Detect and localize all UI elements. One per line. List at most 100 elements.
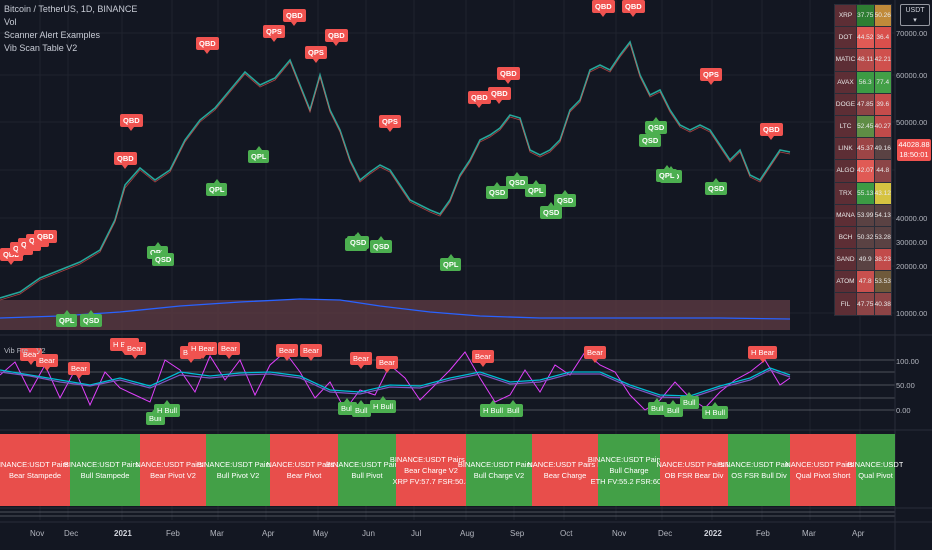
scan-value-2: 38.23 <box>873 248 892 272</box>
scanner-bar-line: BINANCE:USDT <box>847 460 904 469</box>
scanner-bar-line: XRP FV:57.7 FSR:50.3 <box>392 476 470 486</box>
scan-symbol: ALGO <box>834 159 857 183</box>
bear-signal-callout: QBD <box>622 0 645 17</box>
scanner-bar-line: BINANCE:USDT Pairs D <box>717 460 801 469</box>
time-axis-label: Dec <box>658 529 673 538</box>
scanner-bar-line: BINANCE:USDT Pairs D <box>457 460 541 469</box>
bull-divergence-label: Bull <box>680 392 699 409</box>
price-axis-label: 40000.00 <box>896 214 928 223</box>
scan-value-2: 49.16 <box>873 137 892 161</box>
scan-value-1: 50.32 <box>856 225 875 250</box>
scan-table-row: XRP 37.75 50.26 <box>834 3 892 28</box>
price-axis-label: 70000.00 <box>896 29 928 38</box>
indicator-vol[interactable]: Vol <box>4 17 17 27</box>
scanner-alert-bar: BINANCE:USDT Pairs D Bull Stampede <box>64 434 146 506</box>
time-axis-label: Mar <box>210 529 224 538</box>
scanner-bar-line: Bear Charge V2 <box>404 465 458 475</box>
time-axis-label: Apr <box>852 529 865 538</box>
bull-divergence-label: H Bull <box>480 400 507 417</box>
time-axis-label: 2021 <box>114 529 132 538</box>
scanner-bar-line: BINANCE:USDT Pairs D <box>196 460 280 469</box>
bull-divergence-label: H Bull <box>702 402 729 419</box>
bear-divergence-label: Bear <box>124 342 146 359</box>
scanner-alert-bar: NANCE:USDT Pairs D Bear Pivot <box>266 434 342 506</box>
scan-symbol: ATOM <box>834 270 857 294</box>
scanner-bar-line: Bull Charge <box>609 465 649 475</box>
time-axis-label: Feb <box>756 529 770 538</box>
scan-value-1: 47.8 <box>856 270 875 294</box>
scanner-bar-line: Bear Charge <box>543 471 587 480</box>
bear-signal-callout: QBD <box>760 123 783 140</box>
scan-symbol: AVAX <box>834 70 857 94</box>
price-axis-label: 50000.00 <box>896 118 928 127</box>
time-axis-label: Mar <box>802 529 816 538</box>
scan-value-2: 36.4 <box>873 26 892 50</box>
price-axis-label: 10000.00 <box>896 309 928 318</box>
scan-symbol: LINK <box>834 137 857 161</box>
scan-table-row: FIL 47.75 40.38 <box>834 292 892 316</box>
scanner-alert-bar: BINANCE:USDT Pairs D Bull Charge V2 <box>458 434 540 506</box>
scanner-bar-line: BINANCE:USDT Pairs D <box>389 454 473 464</box>
scan-symbol: LTC <box>834 114 857 139</box>
price-axis-label: 20000.00 <box>896 262 928 271</box>
current-price: 44028.88 <box>898 140 930 149</box>
scanner-bar-line: Bull Pivot <box>351 471 383 480</box>
bear-signal-callout: QPS <box>700 68 722 85</box>
bull-divergence-label: Bull <box>352 400 371 417</box>
osc-axis-label: 0.00 <box>896 406 911 415</box>
scan-value-1: 42.07 <box>856 159 875 183</box>
time-axis-label: Sep <box>510 529 525 538</box>
scanner-alert-bar: NANCE:USDT Pairs D Bear Charge <box>527 434 603 506</box>
price-axis-label: 30000.00 <box>896 238 928 247</box>
scanner-bar-line: Qual Pivot <box>858 471 893 480</box>
bull-signal-callout: QSD <box>370 236 393 253</box>
scan-value-1: 47.85 <box>856 92 875 116</box>
scan-value-2: 42.21 <box>873 48 892 72</box>
scan-table-row: ATOM 47.8 53.53 <box>834 270 892 294</box>
time-axis-label: Oct <box>560 529 573 538</box>
scan-value-2: 44.8 <box>873 159 892 183</box>
scanner-bar-line: OB FSR Bear Div <box>664 471 724 480</box>
chart-legend: Bitcoin / TetherUS, 1D, BINANCE Vol Scan… <box>4 3 137 55</box>
scanner-bar-line: NANCE:USDT Pairs D <box>135 460 211 469</box>
scan-value-2: 54.13 <box>873 203 892 227</box>
scan-symbol: BCH <box>834 225 857 250</box>
bull-signal-callout: QSD <box>540 202 563 219</box>
bear-divergence-label: H Bear <box>748 346 778 363</box>
bear-signal-callout: QBD <box>114 152 137 169</box>
indicator-scanner-alert[interactable]: Scanner Alert Examples <box>4 30 101 40</box>
scan-value-1: 45.37 <box>856 137 875 161</box>
scanner-alert-bar: BINANCE:USDT Pairs D Bull Pivot V2 <box>197 434 279 506</box>
time-axis-label: Nov <box>612 529 627 538</box>
scan-table-row: MATIC 48.11 42.21 <box>834 48 892 72</box>
bull-signal-callout: QSD <box>645 117 668 134</box>
scanner-bar-line: BINANCE:USDT Pairs D <box>325 460 409 469</box>
scan-value-2: 39.6 <box>873 92 892 116</box>
scanner-bar-line: OS FSR Bull Div <box>731 471 787 480</box>
scanner-bar-line: Bull Charge V2 <box>473 471 525 480</box>
bull-signal-callout: QSD <box>347 232 370 249</box>
scanner-bar-line: BINANCE:USDT Pairs D <box>587 454 671 464</box>
scanner-alert-bar: BINANCE:USDT Qual Pivot <box>848 434 903 506</box>
bull-signal-callout: QPL <box>248 146 270 163</box>
scanner-bar-line: NANCE:USDT Pairs D <box>527 460 603 469</box>
scanner-bar-line: BINANCE:USDT Pairs D <box>0 460 77 469</box>
bull-signal-callout: QSD <box>554 190 577 207</box>
bear-divergence-label: Bear <box>276 344 298 361</box>
bear-signal-callout: QBD <box>592 0 615 17</box>
indicator-vib-scan-table[interactable]: Vib Scan Table V2 <box>4 43 78 53</box>
bull-signal-callout: QPL <box>656 165 678 182</box>
symbol-title[interactable]: Bitcoin / TetherUS, 1D, BINANCE <box>4 4 138 14</box>
scan-value-1: 56.3 <box>856 70 875 94</box>
scan-symbol: SAND <box>834 248 857 272</box>
bull-signal-callout: QPL <box>56 310 78 327</box>
scan-value-1: 49.9 <box>856 248 875 272</box>
scan-value-2: 43.12 <box>873 181 892 205</box>
bear-divergence-label: Bear <box>350 352 372 369</box>
scan-table-row: LTC 52.45 40.27 <box>834 114 892 139</box>
scan-value-2: 53.28 <box>873 225 892 250</box>
scanner-bar-line: NANCE:USDT Pairs D <box>785 460 861 469</box>
bull-divergence-label: Bull <box>338 398 357 415</box>
currency-label[interactable]: USDT ▾ <box>900 4 930 26</box>
